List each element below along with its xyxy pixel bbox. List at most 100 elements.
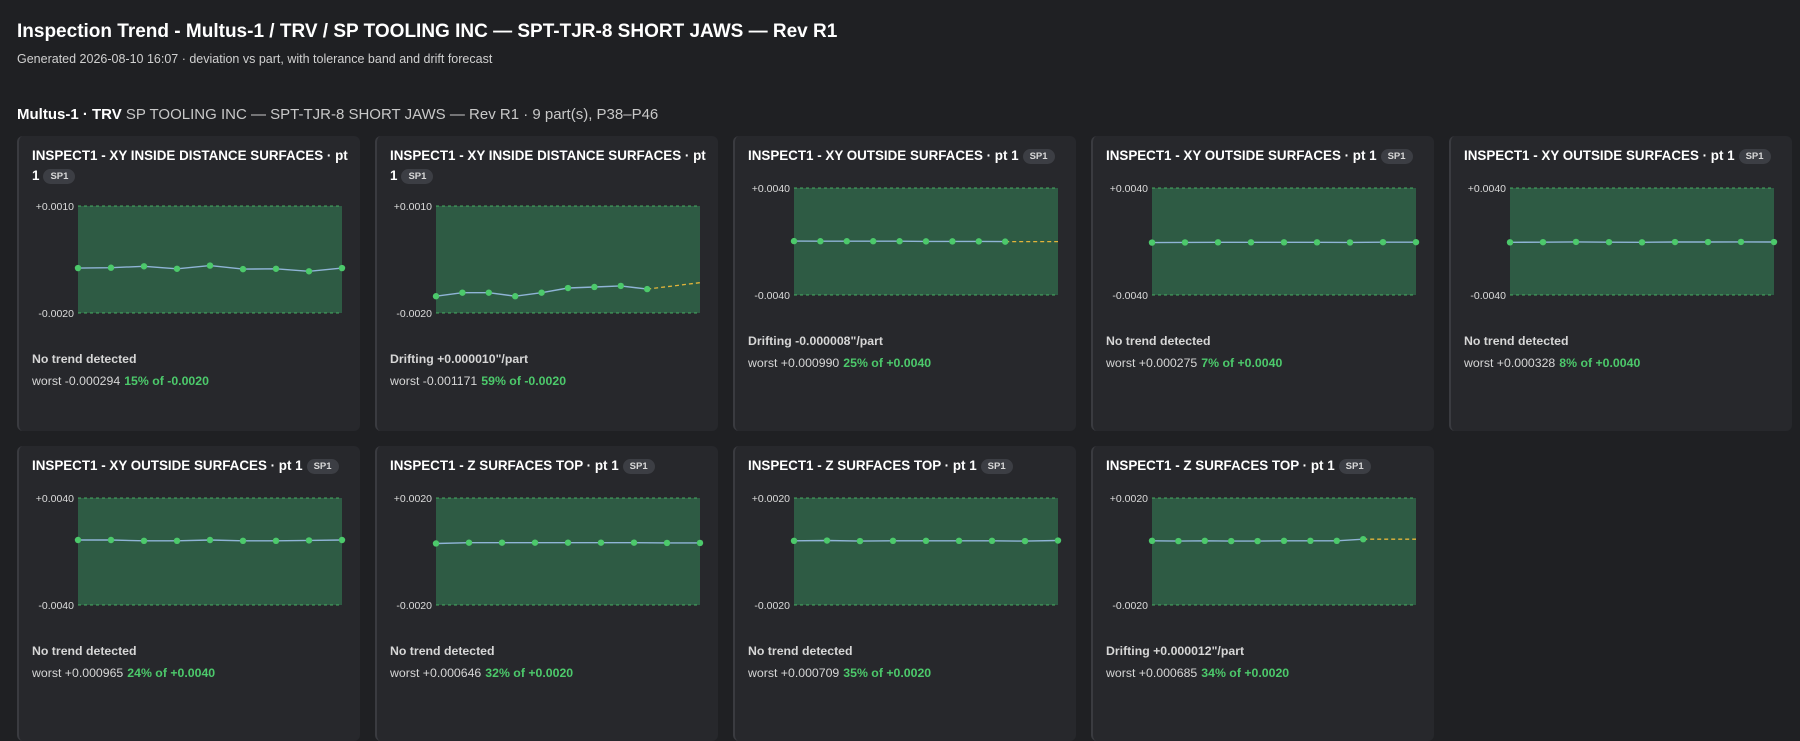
tolerance-band (436, 498, 700, 605)
chart-title-text: INSPECT1 - XY OUTSIDE SURFACES · pt 1 (1464, 148, 1735, 163)
data-point (1248, 239, 1254, 245)
data-point (486, 289, 492, 295)
spindle-badge: SP1 (401, 169, 433, 184)
data-point (1738, 239, 1744, 245)
data-point (433, 540, 439, 546)
data-point (499, 539, 505, 545)
y-tick-label-bottom: -0.0040 (754, 290, 790, 302)
y-tick-label-bottom: -0.0040 (38, 600, 74, 612)
chart-title-text: INSPECT1 - XY OUTSIDE SURFACES · pt 1 (748, 148, 1019, 163)
data-point (141, 538, 147, 544)
data-point (240, 538, 246, 544)
tolerance-usage: 7% of +0.0040 (1201, 356, 1282, 370)
data-point (817, 238, 823, 244)
chart-card: INSPECT1 - XY INSIDE DISTANCE SURFACES ·… (375, 136, 718, 431)
data-point (697, 540, 703, 546)
data-point (664, 540, 670, 546)
data-point (1672, 239, 1678, 245)
trend-chart: +0.0040-0.0040P38P46 (1451, 176, 1794, 311)
data-point (1182, 239, 1188, 245)
data-point (923, 538, 929, 544)
trend-status: Drifting +0.000010"/part (390, 352, 528, 366)
data-point (538, 289, 544, 295)
trend-chart: +0.0020-0.0020P38P46 (735, 486, 1078, 621)
data-point (1002, 238, 1008, 244)
y-tick-label-top: +0.0040 (36, 493, 74, 505)
tolerance-band (436, 206, 700, 313)
trend-chart: +0.0020-0.0020P38P46 (377, 486, 720, 621)
worst-value: worst +0.000965 (32, 666, 123, 680)
spindle-badge: SP1 (1739, 149, 1771, 164)
y-tick-label-top: +0.0020 (394, 493, 432, 505)
trend-chart: +0.0010-0.0020P38P46 (19, 194, 362, 329)
chart-card: INSPECT1 - XY OUTSIDE SURFACES · pt 1 SP1… (1449, 136, 1792, 431)
data-point (844, 238, 850, 244)
data-point (1334, 538, 1340, 544)
data-point (75, 265, 81, 271)
data-point (174, 538, 180, 544)
tolerance-usage: 24% of +0.0040 (127, 666, 215, 680)
data-point (1507, 239, 1513, 245)
trend-status: No trend detected (1106, 334, 1211, 348)
spindle-badge: SP1 (1023, 149, 1055, 164)
chart-card: INSPECT1 - XY OUTSIDE SURFACES · pt 1 SP1… (733, 136, 1076, 431)
tolerance-usage: 59% of -0.0020 (481, 374, 566, 388)
data-point (339, 537, 345, 543)
spindle-badge: SP1 (1381, 149, 1413, 164)
data-point (896, 238, 902, 244)
data-point (591, 284, 597, 290)
data-point (108, 265, 114, 271)
data-point (1771, 239, 1777, 245)
data-point (870, 238, 876, 244)
data-point (791, 538, 797, 544)
data-point (565, 539, 571, 545)
chart-title-text: INSPECT1 - Z SURFACES TOP · pt 1 (390, 458, 619, 473)
data-point (1254, 538, 1260, 544)
trend-status: No trend detected (390, 644, 495, 658)
tolerance-usage: 34% of +0.0020 (1201, 666, 1289, 680)
y-tick-label-top: +0.0040 (752, 183, 790, 195)
chart-card: INSPECT1 - XY INSIDE DISTANCE SURFACES ·… (17, 136, 360, 431)
worst-value: worst +0.000990 (748, 356, 839, 370)
data-point (1347, 239, 1353, 245)
data-point (644, 286, 650, 292)
data-point (1380, 239, 1386, 245)
data-point (1573, 239, 1579, 245)
data-point (1175, 538, 1181, 544)
chart-title: INSPECT1 - XY INSIDE DISTANCE SURFACES ·… (32, 146, 354, 186)
data-point (207, 537, 213, 543)
y-tick-label-bottom: -0.0020 (38, 308, 74, 320)
data-point (824, 537, 830, 543)
data-point (75, 537, 81, 543)
tolerance-band (78, 206, 342, 313)
tolerance-usage: 15% of -0.0020 (124, 374, 209, 388)
trend-chart: +0.0020-0.0020P38P46 (1093, 486, 1436, 621)
tolerance-band (794, 498, 1058, 605)
chart-title: INSPECT1 - XY OUTSIDE SURFACES · pt 1 SP1 (1464, 146, 1786, 166)
data-point (174, 266, 180, 272)
data-point (1055, 537, 1061, 543)
chart-title-text: INSPECT1 - XY OUTSIDE SURFACES · pt 1 (32, 458, 303, 473)
trend-status: No trend detected (32, 644, 137, 658)
data-point (108, 537, 114, 543)
chart-title-text: INSPECT1 - Z SURFACES TOP · pt 1 (1106, 458, 1335, 473)
data-point (207, 262, 213, 268)
data-point (532, 539, 538, 545)
y-tick-label-bottom: -0.0040 (1470, 290, 1506, 302)
data-point (1281, 538, 1287, 544)
trend-status: No trend detected (1464, 334, 1569, 348)
data-point (1215, 239, 1221, 245)
y-tick-label-top: +0.0020 (752, 493, 790, 505)
data-point (1281, 239, 1287, 245)
data-point (1705, 239, 1711, 245)
